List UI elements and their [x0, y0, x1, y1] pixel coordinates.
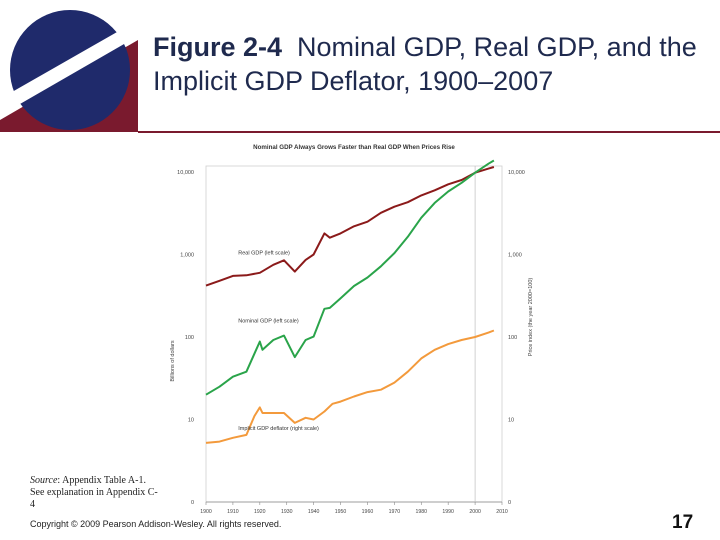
copyright: Copyright © 2009 Pearson Addison-Wesley.…: [30, 519, 282, 529]
slide-title: Figure 2-4 Nominal GDP, Real GDP, and th…: [153, 30, 713, 98]
left-tick-label-2: 100: [185, 335, 194, 341]
x-tick-label-6: 1960: [362, 509, 374, 515]
figure-title: Nominal GDP, Real GDP, and the Implicit …: [153, 32, 697, 96]
right-tick-label-2: 100: [508, 335, 517, 341]
logo-diagonal-stripe: [12, 20, 138, 104]
x-tick-label-3: 1930: [281, 509, 293, 515]
series-line-0: [205, 166, 495, 287]
series-label-1: Nominal GDP (left scale): [238, 318, 299, 324]
x-tick-label-11: 2010: [496, 509, 508, 515]
left-tick-label-4: 0: [191, 500, 194, 506]
left-tick-label-1: 1,000: [180, 253, 194, 259]
source-label: Source: [30, 475, 58, 486]
right-tick-label-1: 1,000: [508, 253, 522, 259]
x-tick-label-9: 1990: [442, 509, 454, 515]
series-line-2: [205, 329, 495, 444]
source-note: Source: Appendix Table A-1. See explanat…: [30, 475, 160, 511]
chart-title: Nominal GDP Always Grows Faster than Rea…: [253, 144, 455, 151]
series-label-2: Implicit GDP deflator (right scale): [238, 426, 319, 432]
x-tick-label-0: 1900: [200, 509, 212, 515]
figure-number: Figure 2-4: [153, 32, 283, 62]
slide-logo: [0, 0, 138, 132]
y-axis-label-left: Billions of dollars: [170, 340, 176, 382]
x-tick-label-4: 1940: [308, 509, 320, 515]
plot-frame: [205, 165, 503, 503]
right-tick-label-0: 10,000: [508, 170, 525, 176]
x-tick-label-2: 1920: [254, 509, 266, 515]
right-tick-label-3: 10: [508, 418, 514, 424]
left-tick-label-3: 10: [188, 418, 194, 424]
title-divider: [138, 131, 720, 133]
left-tick-label-0: 10,000: [177, 170, 194, 176]
series-label-0: Real GDP (left scale): [238, 251, 290, 257]
series-line-1: [205, 159, 495, 396]
x-tick-label-7: 1970: [389, 509, 401, 515]
x-tick-label-8: 1980: [415, 509, 427, 515]
right-tick-label-4: 0: [508, 500, 511, 506]
page-number: 17: [672, 512, 694, 533]
gdp-chart: Nominal GDP Always Grows Faster than Rea…: [170, 144, 534, 515]
y-axis-label-right: Price index (the year 2000=100): [528, 278, 534, 357]
source-text: : Appendix Table A-1. See explanation in…: [30, 475, 158, 510]
x-tick-label-1: 1910: [227, 509, 239, 515]
x-tick-label-10: 2000: [469, 509, 481, 515]
x-tick-label-5: 1950: [335, 509, 347, 515]
